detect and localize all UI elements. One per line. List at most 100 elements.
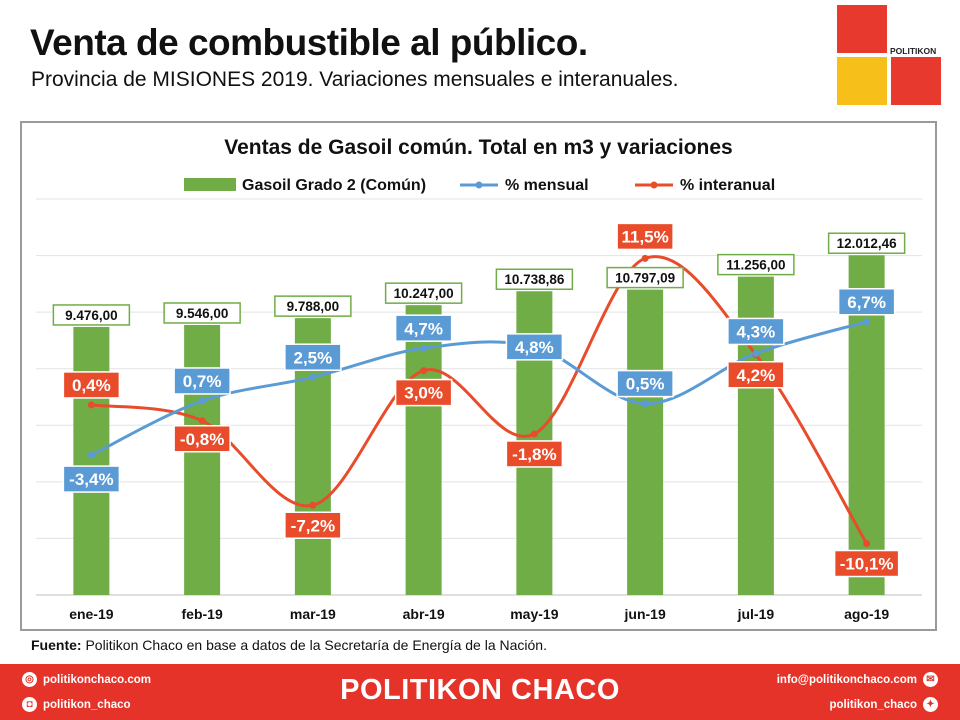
bar-label-ago-19: 12.012,46 bbox=[837, 236, 898, 251]
bar-label-jul-19-box bbox=[717, 253, 795, 276]
point-interanual-feb-19 bbox=[198, 417, 206, 425]
legend-swatch-bar bbox=[184, 178, 236, 191]
mensual-label-may-19-box bbox=[505, 333, 564, 361]
bar-label-may-19-box bbox=[495, 268, 574, 290]
legend-marker-2 bbox=[650, 181, 658, 189]
x-tick-feb-19: feb-19 bbox=[182, 606, 223, 622]
source-note: Fuente: Politikon Chaco en base a datos … bbox=[31, 637, 547, 653]
mensual-label-ene-19: -3,4% bbox=[69, 470, 113, 489]
mensual-label-mar-19: 2,5% bbox=[294, 348, 333, 367]
point-mensual-jun-19 bbox=[641, 400, 649, 408]
interanual-label-abr-19: 3,0% bbox=[404, 384, 443, 403]
interanual-label-mar-19: -7,2% bbox=[291, 516, 335, 535]
interanual-label-may-19: -1,8% bbox=[512, 445, 556, 464]
footer-bar: ◎ politikonchaco.com ◘ politikon_chaco P… bbox=[0, 664, 960, 720]
legend-label-2: % interanual bbox=[680, 177, 775, 194]
x-tick-ene-19: ene-19 bbox=[69, 606, 114, 622]
point-interanual-ene-19 bbox=[87, 401, 95, 409]
chart: Ventas de Gasoil común. Total en m3 y va… bbox=[36, 136, 922, 622]
twitter-icon: ✦ bbox=[923, 697, 938, 712]
interanual-label-feb-19-box bbox=[173, 425, 231, 453]
bar-label-jun-19: 10.797,09 bbox=[615, 270, 675, 285]
legend-label-bar: Gasoil Grado 2 (Común) bbox=[242, 177, 426, 194]
interanual-label-ago-19-box bbox=[833, 549, 900, 578]
x-tick-jul-19: jul-19 bbox=[737, 606, 775, 622]
x-tick-may-19: may-19 bbox=[510, 606, 558, 622]
bar-label-abr-19: 10.247,00 bbox=[394, 286, 454, 301]
interanual-label-ago-19: -10,1% bbox=[840, 555, 894, 574]
footer-web[interactable]: ◎ politikonchaco.com bbox=[22, 672, 151, 687]
instagram-icon: ◘ bbox=[22, 697, 37, 712]
mensual-label-may-19: 4,8% bbox=[515, 338, 554, 357]
bar-abr-19 bbox=[405, 305, 442, 595]
interanual-label-jul-19-box bbox=[727, 361, 785, 389]
mensual-label-abr-19-box bbox=[394, 314, 453, 342]
x-tick-mar-19: mar-19 bbox=[290, 606, 336, 622]
mensual-label-jul-19: 4,3% bbox=[737, 323, 776, 342]
mensual-label-jun-19: 0,5% bbox=[626, 375, 665, 394]
politikon-logo bbox=[837, 5, 941, 105]
footer-email[interactable]: info@politikonchaco.com ✉ bbox=[777, 672, 938, 687]
footer-brand: POLITIKON CHACO bbox=[340, 674, 620, 706]
bar-label-jun-19-box bbox=[606, 266, 684, 289]
bar-label-ene-19: 9.476,00 bbox=[65, 308, 118, 323]
footer-twitter-text: politikon_chaco bbox=[829, 698, 917, 711]
interanual-label-jun-19: 11,5% bbox=[621, 228, 668, 247]
point-mensual-ene-19 bbox=[87, 451, 95, 459]
mensual-label-ene-19-box bbox=[62, 465, 121, 493]
logo-text: POLITIKON bbox=[890, 46, 937, 56]
point-mensual-abr-19 bbox=[420, 344, 428, 352]
point-interanual-jun-19 bbox=[641, 254, 649, 262]
mensual-label-abr-19: 4,7% bbox=[404, 319, 443, 338]
mensual-label-feb-19-box bbox=[173, 367, 231, 395]
mensual-label-jul-19-box bbox=[727, 317, 785, 346]
bar-label-ene-19-box bbox=[52, 304, 131, 326]
line-interanual bbox=[91, 255, 868, 545]
mensual-label-ago-19-box bbox=[837, 288, 896, 316]
mail-icon: ✉ bbox=[923, 672, 938, 687]
bar-label-mar-19: 9.788,00 bbox=[287, 299, 340, 314]
interanual-label-jul-19: 4,2% bbox=[737, 366, 776, 385]
point-interanual-mar-19 bbox=[309, 501, 317, 509]
page-subtitle: Provincia de MISIONES 2019. Variaciones … bbox=[31, 68, 679, 91]
bar-label-may-19: 10.738,86 bbox=[504, 272, 565, 287]
x-tick-abr-19: abr-19 bbox=[403, 606, 445, 622]
bar-label-ago-19-box bbox=[827, 232, 906, 254]
interanual-label-mar-19-box bbox=[284, 511, 342, 539]
point-interanual-may-19 bbox=[530, 430, 538, 438]
footer-instagram-text: politikon_chaco bbox=[43, 698, 131, 711]
point-interanual-ago-19 bbox=[863, 540, 871, 548]
interanual-label-feb-19: -0,8% bbox=[180, 430, 224, 449]
mensual-label-feb-19: 0,7% bbox=[183, 372, 222, 391]
point-mensual-feb-19 bbox=[198, 397, 206, 405]
footer-twitter[interactable]: politikon_chaco ✦ bbox=[829, 697, 938, 712]
footer-instagram[interactable]: ◘ politikon_chaco bbox=[22, 697, 131, 712]
x-tick-ago-19: ago-19 bbox=[844, 606, 889, 622]
interanual-label-ene-19: 0,4% bbox=[72, 376, 111, 395]
interanual-label-ene-19-box bbox=[62, 371, 121, 399]
interanual-label-abr-19-box bbox=[394, 378, 453, 407]
chart-title: Ventas de Gasoil común. Total en m3 y va… bbox=[224, 136, 732, 159]
footer-web-text: politikonchaco.com bbox=[43, 673, 151, 686]
bar-jun-19 bbox=[627, 289, 664, 595]
bar-label-jul-19: 11.256,00 bbox=[726, 257, 785, 272]
bar-feb-19 bbox=[184, 324, 221, 595]
mensual-label-ago-19: 6,7% bbox=[847, 293, 886, 312]
globe-icon: ◎ bbox=[22, 672, 37, 687]
point-mensual-ago-19 bbox=[863, 318, 871, 326]
chart-frame: Ventas de Gasoil común. Total en m3 y va… bbox=[20, 121, 937, 631]
page-title: Venta de combustible al público. bbox=[30, 22, 588, 63]
line-mensual bbox=[90, 320, 868, 457]
footer-email-text: info@politikonchaco.com bbox=[776, 673, 917, 686]
interanual-label-jun-19-box bbox=[616, 222, 674, 251]
interanual-label-may-19-box bbox=[505, 440, 564, 468]
legend-label-1: % mensual bbox=[505, 177, 589, 194]
bar-ene-19 bbox=[73, 326, 110, 595]
legend-marker-1 bbox=[475, 181, 483, 189]
source-label: Fuente: bbox=[31, 637, 82, 653]
source-text: Politikon Chaco en base a datos de la Se… bbox=[81, 637, 547, 653]
point-interanual-abr-19 bbox=[420, 367, 428, 375]
point-mensual-mar-19 bbox=[309, 373, 317, 381]
bar-label-mar-19-box bbox=[274, 295, 352, 317]
x-tick-jun-19: jun-19 bbox=[624, 606, 666, 622]
